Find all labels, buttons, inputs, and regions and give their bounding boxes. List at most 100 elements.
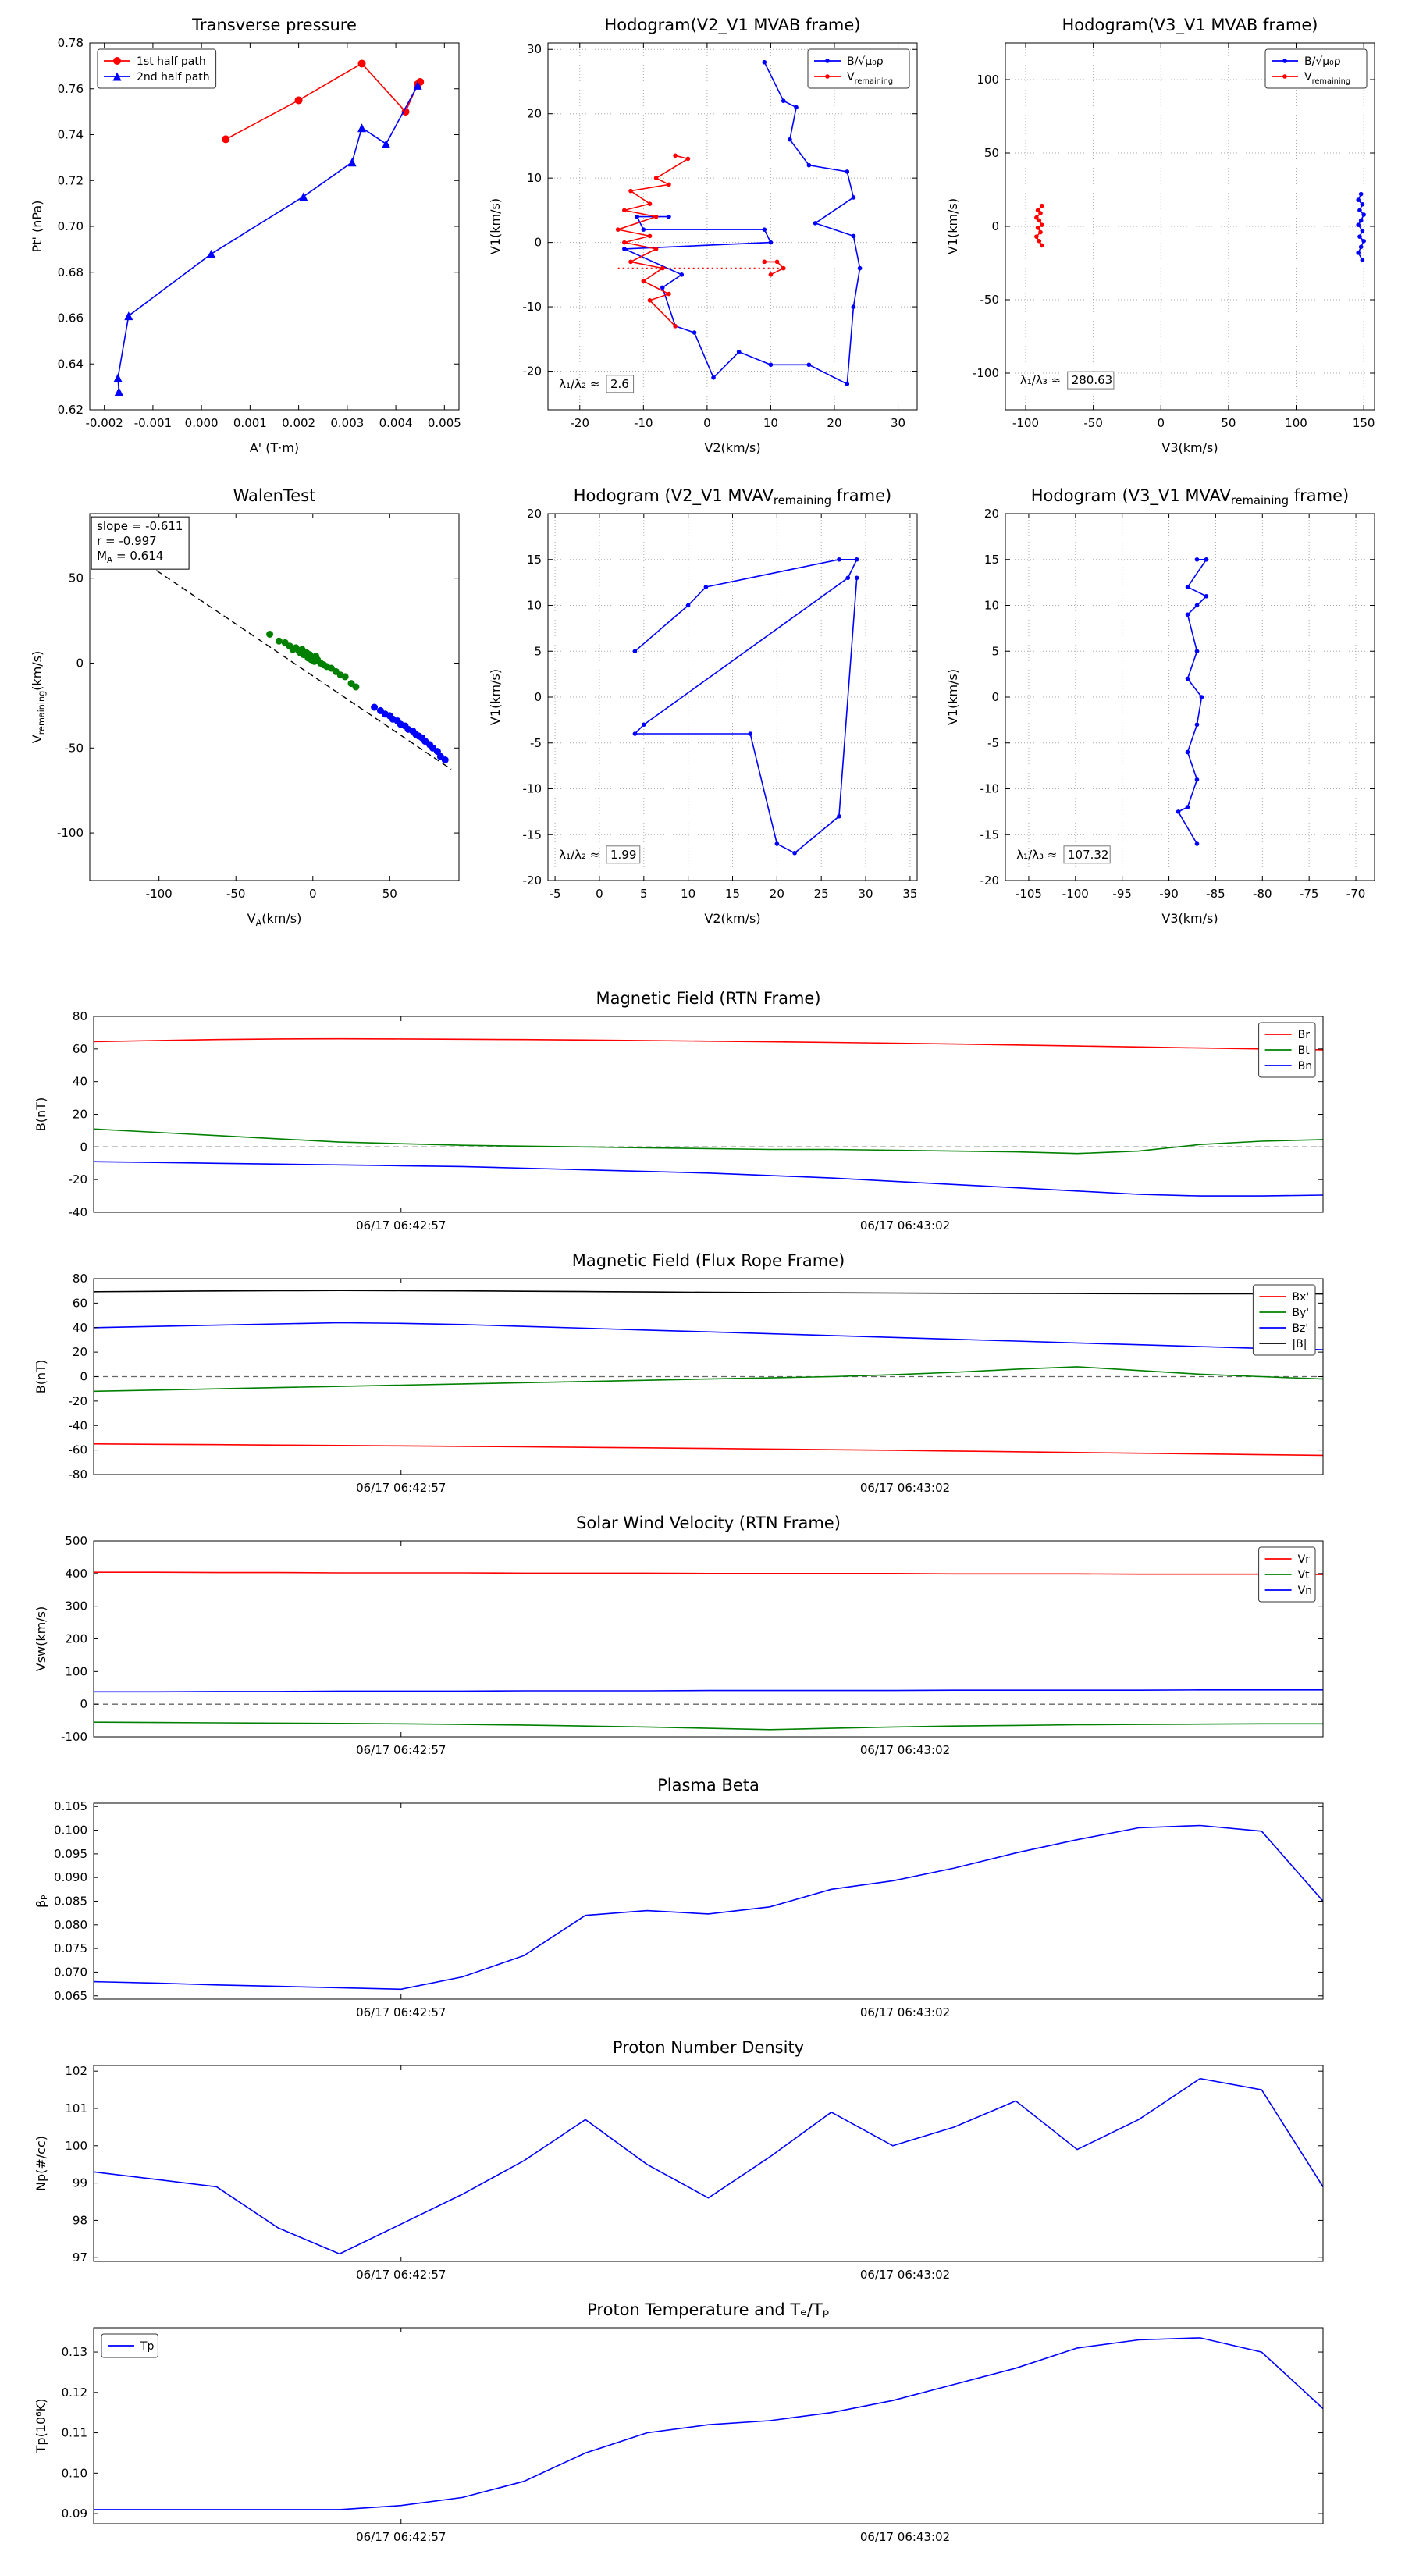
svg-text:0.66: 0.66 — [58, 311, 84, 326]
svg-text:0.11: 0.11 — [62, 2426, 87, 2440]
svg-text:slope = -0.611: slope = -0.611 — [97, 519, 183, 533]
svg-text:-105: -105 — [1016, 887, 1042, 901]
svg-text:35: 35 — [902, 887, 917, 901]
svg-text:λ₁/λ₂ ≈: λ₁/λ₂ ≈ — [559, 377, 599, 391]
svg-text:-10: -10 — [522, 782, 542, 796]
svg-text:100: 100 — [65, 1664, 87, 1678]
annotation: λ₁/λ₂ ≈ 1.99 — [559, 845, 640, 864]
svg-text:102: 102 — [65, 2064, 87, 2078]
series-line — [97, 530, 452, 770]
y-axis-label: βₚ — [34, 1895, 48, 1908]
svg-text:Vn: Vn — [1298, 1585, 1312, 1597]
svg-text:20: 20 — [527, 107, 542, 121]
y-axis-label: V1(km/s) — [945, 669, 960, 725]
legend: B/√μ₀ρ Vremaining — [807, 48, 910, 89]
annotation: λ₁/λ₂ ≈ 2.6 — [559, 375, 634, 393]
y-axis-label: B(nT) — [34, 1360, 48, 1393]
x-axis-label: V2(km/s) — [704, 911, 760, 926]
panel-solar-wind-velocity: 06/17 06:42:57 06/17 06:43:02 -100 0 100 200 3… — [34, 1514, 1324, 1757]
series-|B| — [93, 1290, 1324, 1295]
svg-text:20: 20 — [984, 507, 999, 521]
chart-title: Magnetic Field (Flux Rope Frame) — [572, 1252, 845, 1270]
chart-title: Hodogram(V2_V1 MVAB frame) — [604, 16, 860, 35]
svg-text:30: 30 — [858, 887, 873, 901]
svg-text:60: 60 — [73, 1042, 87, 1056]
svg-text:B/√μ₀ρ: B/√μ₀ρ — [847, 55, 884, 68]
svg-text:-0.001: -0.001 — [134, 416, 172, 430]
chart-hodogram-v2v1-mvab: -20 -10 0 10 20 30 -20 -10 0 10 20 30 Hodogram(V2_V1… — [488, 16, 918, 455]
chart-hodogram-v3v1-mvav: -105 -100 -95 -90 -85 -80 -75 -70 -20 -15 -10 -5 0 5 1… — [945, 486, 1375, 926]
svg-text:0.095: 0.095 — [54, 1847, 87, 1861]
svg-text:0.68: 0.68 — [58, 265, 84, 279]
grid — [547, 43, 917, 410]
svg-text:Hodogram (V3_V1 MVAVremaining: Hodogram (V3_V1 MVAVremaining frame) — [1031, 486, 1349, 507]
chart-hodogram-v2v1-mvav: -5 0 5 10 15 20 25 30 35 -20 -15 -10 -5 0 5 10 15 20 Hodog… — [488, 486, 918, 926]
svg-text:Tp: Tp — [140, 2340, 155, 2353]
chart-title: Hodogram (V2_V1 MVAVremaining frame) — [573, 486, 891, 507]
svg-text:λ₁/λ₂ ≈: λ₁/λ₂ ≈ — [559, 848, 599, 862]
svg-text:2nd half path: 2nd half path — [137, 71, 210, 84]
series-Vt — [93, 1721, 1323, 1731]
y-axis-label: Vremaining(km/s) — [30, 651, 47, 744]
svg-text:B(nT): B(nT) — [34, 1098, 48, 1131]
panel-magnetic-field-fluxrope: 06/17 06:42:57 06/17 06:43:02 -80 -60 -40 -20… — [34, 1252, 1324, 1495]
svg-text:A' (T·m): A' (T·m) — [250, 440, 299, 455]
legend: Tp — [101, 2333, 158, 2358]
svg-text:Proton Temperature and Tₑ/Tₚ: Proton Temperature and Tₑ/Tₚ — [587, 2301, 830, 2319]
svg-text:0: 0 — [1158, 416, 1165, 430]
svg-text:-75: -75 — [1300, 887, 1319, 901]
y-axis-label: V1(km/s) — [945, 198, 960, 254]
svg-text:50: 50 — [69, 571, 84, 585]
svg-text:0: 0 — [309, 887, 317, 901]
svg-text:06/17 06:42:57: 06/17 06:42:57 — [356, 2530, 446, 2544]
svg-text:0.105: 0.105 — [54, 1799, 87, 1813]
svg-text:5: 5 — [992, 644, 1000, 658]
svg-text:-50: -50 — [226, 887, 246, 901]
svg-text:40: 40 — [73, 1321, 87, 1335]
svg-text:Vr: Vr — [1298, 1553, 1311, 1566]
svg-text:0: 0 — [703, 416, 711, 430]
svg-text:-100: -100 — [146, 887, 173, 901]
svg-text:80: 80 — [73, 1009, 87, 1023]
axes: 06/17 06:42:57 06/17 06:43:02 0.09 0.10 0.11… — [62, 2327, 1324, 2544]
svg-text:25: 25 — [813, 887, 828, 901]
svg-text:0: 0 — [80, 1697, 87, 1711]
svg-text:-60: -60 — [69, 1443, 88, 1457]
svg-text:06/17 06:42:57: 06/17 06:42:57 — [356, 1219, 446, 1233]
panel-proton-density: 06/17 06:42:57 06/17 06:43:02 97 98 99 100 101… — [34, 2039, 1324, 2282]
chart-title: Hodogram(V3_V1 MVAB frame) — [1062, 16, 1318, 35]
svg-text:-5: -5 — [549, 887, 560, 901]
svg-text:-100: -100 — [1062, 887, 1089, 901]
svg-text:Vsw(km/s): Vsw(km/s) — [34, 1606, 48, 1671]
svg-text:0.002: 0.002 — [282, 416, 315, 430]
chart-title: Proton Number Density — [613, 2039, 804, 2057]
legend: 1st half path 2nd half path — [97, 48, 217, 89]
axes: 06/17 06:42:57 06/17 06:43:02 -80 -60 -40 -20… — [69, 1272, 1324, 1495]
svg-text:0.090: 0.090 — [54, 1870, 87, 1884]
axes: -100 -50 0 50 100 150 -100 -50 0 50 100 — [973, 42, 1375, 430]
x-axis-label: V3(km/s) — [1162, 911, 1218, 926]
svg-text:-80: -80 — [1253, 887, 1272, 901]
chart-title: WalenTest — [233, 486, 316, 505]
svg-text:0.004: 0.004 — [379, 416, 413, 430]
svg-text:0.64: 0.64 — [58, 357, 84, 371]
svg-text:B/√μ₀ρ: B/√μ₀ρ — [1304, 55, 1341, 68]
svg-text:0: 0 — [80, 1140, 87, 1154]
svg-text:Vremaining: Vremaining — [1304, 71, 1350, 86]
chart-title: Plasma Beta — [657, 1777, 759, 1795]
svg-text:-100: -100 — [57, 826, 84, 840]
svg-text:-50: -50 — [65, 741, 84, 755]
svg-text:-20: -20 — [69, 1394, 88, 1408]
axes: 06/17 06:42:57 06/17 06:43:02 -100 0 100 200 3… — [61, 1534, 1324, 1757]
series-line — [266, 630, 360, 691]
svg-text:-20: -20 — [980, 873, 1000, 888]
series-Bt — [93, 1128, 1324, 1155]
svg-text:Vt: Vt — [1298, 1569, 1311, 1582]
svg-text:-20: -20 — [522, 873, 542, 888]
svg-text:-100: -100 — [61, 1730, 87, 1744]
svg-text:Hodogram(V2_V1 MVAB frame): Hodogram(V2_V1 MVAB frame) — [604, 16, 860, 35]
y-axis-label: V1(km/s) — [488, 669, 503, 725]
svg-text:Bn: Bn — [1298, 1060, 1312, 1073]
svg-text:r = -0.997: r = -0.997 — [97, 534, 157, 548]
svg-text:80: 80 — [73, 1272, 87, 1286]
